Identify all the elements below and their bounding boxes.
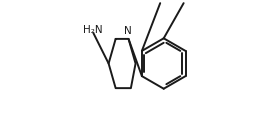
Text: N: N — [124, 26, 132, 36]
Text: H₂N: H₂N — [83, 24, 103, 35]
